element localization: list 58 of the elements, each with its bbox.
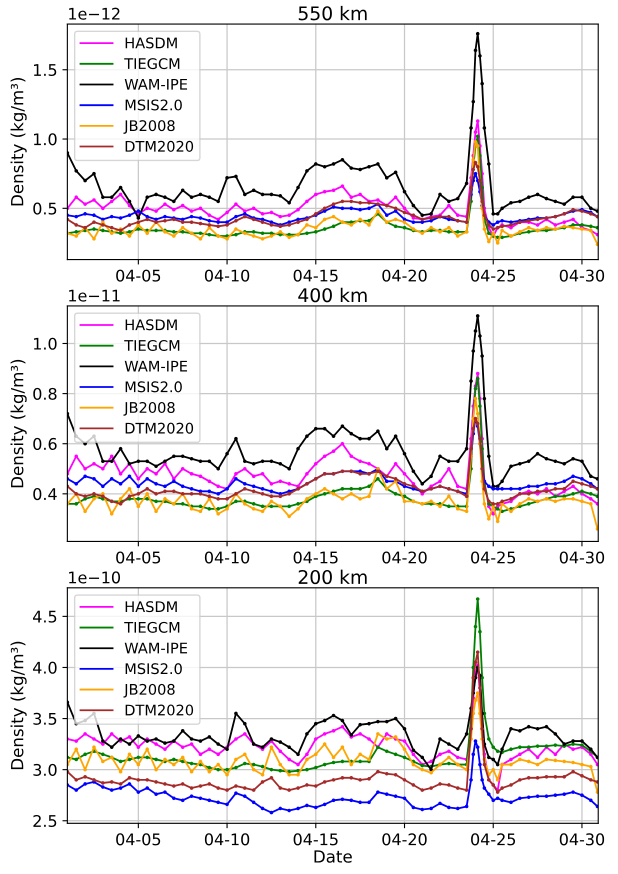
x-tick-label: 04-15: [294, 833, 338, 846]
y-tick-label: 0.6: [33, 438, 57, 450]
x-tick-label: 04-10: [204, 833, 250, 846]
x-tick-label: 04-05: [116, 551, 160, 564]
y-tick-label: 4.5: [33, 610, 56, 623]
text: 1e−10: [69, 571, 120, 584]
legend-label: HASDM: [126, 37, 177, 48]
legend-label: MSIS2.0: [126, 99, 182, 110]
legend-label: HASDM: [126, 319, 177, 330]
text: 1e−12: [69, 8, 120, 20]
y-axis-title: Density (kg/m³): [10, 642, 27, 770]
y-tick-label: 4.0: [33, 662, 57, 674]
y-tick-label: 3.5: [33, 712, 56, 725]
y-tick-label: 1.0: [34, 338, 57, 350]
legend-label: WAM-IPE: [124, 78, 188, 90]
legend-label: DTM2020: [126, 140, 194, 152]
y-tick-label: 0.8: [33, 388, 57, 400]
y-tick-label: 1.0: [34, 133, 57, 146]
legend-label: HASDM: [126, 601, 177, 612]
y-axis-title: Density (kg/m³): [10, 78, 27, 206]
x-tick-label: 04-20: [382, 270, 427, 282]
legend-label: MSIS2.0: [126, 381, 182, 392]
y-tick-label: 3.0: [33, 764, 57, 776]
x-tick-label: 04-15: [294, 270, 338, 282]
x-tick-label: 04-20: [382, 551, 427, 564]
x-tick-label: 04-10: [204, 551, 250, 564]
x-tick-label: 04-25: [471, 833, 516, 846]
x-tick-label: 04-30: [560, 833, 604, 846]
x-tick-label: 04-10: [204, 270, 250, 282]
chart-title: 400 km: [298, 288, 367, 302]
legend-label: WAM-IPE: [124, 642, 188, 654]
legend-label: TIEGCM: [124, 622, 180, 633]
x-tick-label: 04-25: [471, 270, 516, 282]
chart-title: 200 km: [298, 570, 367, 584]
x-tick-label: 04-25: [471, 551, 516, 564]
legend-label: TIEGCM: [124, 340, 180, 351]
text: 1e−11: [69, 290, 120, 302]
legend-label: JB2008: [123, 402, 175, 416]
x-tick-label: 04-20: [382, 833, 427, 846]
legend-label: TIEGCM: [124, 58, 180, 70]
y-tick-label: 0.5: [33, 202, 56, 215]
x-tick-label: 04-15: [294, 551, 338, 564]
legend-label: DTM2020: [126, 422, 194, 434]
x-tick-label: 04-30: [560, 551, 604, 564]
y-tick-label: 1.5: [34, 64, 56, 76]
x-axis-title: Date: [314, 850, 352, 863]
legend-label: JB2008: [123, 684, 175, 698]
y-axis-title: Density (kg/m³): [10, 360, 27, 488]
legend-label: JB2008: [123, 120, 175, 134]
x-tick-label: 04-05: [116, 833, 160, 846]
legend-label: MSIS2.0: [126, 663, 182, 674]
y-tick-label: 2.5: [33, 814, 56, 828]
x-tick-label: 04-05: [116, 270, 160, 282]
legend-label: DTM2020: [126, 704, 194, 716]
y-tick-label: 0.4: [33, 488, 57, 500]
legend-label: WAM-IPE: [124, 360, 188, 372]
chart-title: 550 km: [298, 6, 367, 20]
x-tick-label: 04-30: [560, 270, 604, 282]
